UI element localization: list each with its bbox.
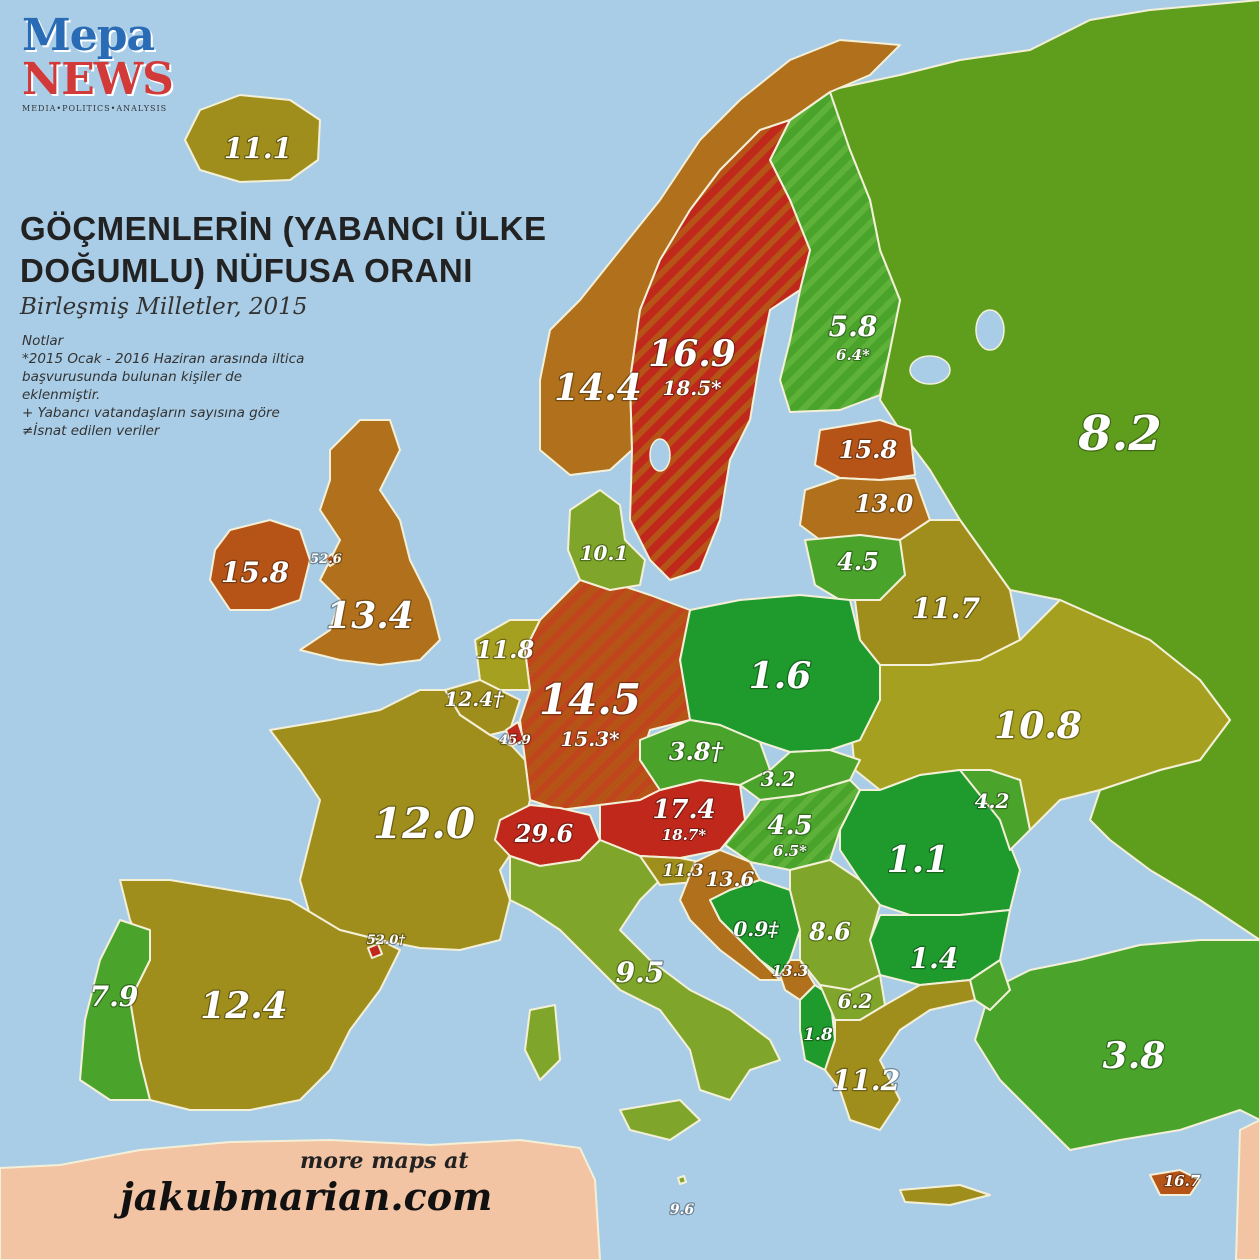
label-germany: 14.5: [539, 675, 641, 724]
label-lithuania: 4.5: [837, 547, 879, 576]
promo-link[interactable]: jakubmarian.com: [120, 1174, 493, 1219]
label-moldova: 4.2: [975, 789, 1010, 813]
country-sweden: [629, 119, 811, 581]
label-andorra: 52.0†: [367, 933, 406, 948]
country-france: [269, 689, 531, 951]
country-greece-crete: [899, 1184, 991, 1206]
label-serbia: 8.6: [808, 917, 851, 946]
label-cyprus: 16.7: [1164, 1172, 1201, 1190]
label-bosnia: 0.9‡: [733, 917, 779, 941]
label-norway: 14.4: [554, 367, 642, 409]
label-slovakia: 3.2: [761, 767, 796, 791]
map-subtitle: Birleşmiş Milletler, 2015: [20, 294, 308, 320]
africa-land: [0, 1139, 601, 1260]
label-spain: 12.4: [200, 985, 288, 1027]
logo-line-1: Mepa: [22, 10, 155, 61]
label-germany-alt: 15.3*: [560, 727, 620, 751]
label-albania: 1.8: [803, 1025, 833, 1045]
logo-tagline: MEDIA•POLITICS•ANALYSIS: [22, 104, 168, 113]
note-asylum: *2015 Ocak - 2016 Haziran arasında iltic…: [22, 351, 305, 403]
mepa-news-logo: Mepa NEWS MEDIA•POLITICS•ANALYSIS: [22, 10, 182, 114]
label-sweden-alt: 18.5*: [662, 376, 722, 400]
label-malta: 9.6: [670, 1202, 695, 1218]
label-turkey: 3.8: [1103, 1035, 1166, 1077]
label-netherlands: 11.8: [476, 635, 535, 664]
logo-line-2: NEWS: [22, 54, 174, 105]
country-malta: [677, 1175, 687, 1185]
country-iceland: [184, 94, 321, 183]
country-turkey: [974, 939, 1260, 1151]
label-poland: 1.6: [749, 655, 812, 697]
label-iceland: 11.1: [224, 132, 292, 165]
label-ukraine: 10.8: [994, 705, 1082, 747]
country-estonia: [814, 419, 916, 481]
label-latvia: 13.0: [855, 489, 914, 518]
promo-line-1: more maps at: [300, 1148, 469, 1174]
label-macedonia: 6.2: [838, 989, 873, 1013]
country-denmark: [567, 489, 646, 591]
label-france: 12.0: [373, 799, 475, 848]
lake-ladoga: [909, 355, 951, 385]
label-croatia: 13.6: [706, 867, 755, 891]
label-isle-of-man: 52.6: [310, 552, 342, 567]
label-belgium: 12.4†: [444, 687, 504, 711]
notes: Notlar *2015 Ocak - 2016 Haziran arasınd…: [22, 332, 322, 440]
country-portugal: [79, 919, 151, 1101]
label-denmark: 10.1: [580, 541, 629, 565]
label-italy: 9.5: [616, 956, 665, 989]
country-isle-of-man: [325, 553, 337, 567]
label-montenegro: 13.3: [772, 962, 809, 980]
label-estonia: 15.8: [839, 435, 898, 464]
country-moldova: [959, 769, 1031, 851]
label-belarus: 11.7: [912, 592, 981, 625]
label-switzerland: 29.6: [514, 819, 574, 848]
label-greece: 11.2: [832, 1064, 900, 1097]
country-greece: [824, 979, 976, 1131]
title-block: GÖÇMENLERİN (YABANCI ÜLKE DOĞUMLU) NÜFUS…: [20, 208, 580, 320]
label-hungary: 4.5: [767, 811, 812, 841]
label-bulgaria: 1.4: [910, 942, 959, 975]
label-russia: 8.2: [1077, 406, 1162, 462]
label-luxembourg: 45.9: [499, 733, 531, 748]
country-cyprus: [1149, 1169, 1201, 1196]
notes-heading: Notlar: [22, 333, 64, 349]
label-romania: 1.1: [887, 839, 950, 881]
label-finland-alt: 6.4*: [836, 346, 870, 364]
label-portugal: 7.9: [90, 980, 139, 1013]
label-austria: 17.4: [652, 795, 715, 825]
country-norway: [539, 39, 901, 476]
country-uk: [299, 419, 441, 666]
country-ireland: [209, 519, 311, 611]
country-italy-sardinia: [524, 1004, 561, 1081]
label-slovenia: 11.3: [662, 861, 704, 881]
label-sweden: 16.9: [648, 333, 736, 375]
lake-onega: [975, 309, 1005, 351]
country-luxembourg: [505, 721, 525, 747]
label-uk: 13.4: [326, 595, 414, 637]
map-title: GÖÇMENLERİN (YABANCI ÜLKE DOĞUMLU) NÜFUS…: [20, 210, 547, 289]
note-foreign-citizens: + Yabancı vatandaşların sayısına göre: [22, 405, 280, 421]
promo: more maps at jakubmarian.com: [120, 1148, 520, 1219]
label-austria-alt: 18.7*: [662, 826, 707, 844]
africa-land-east: [1235, 1119, 1260, 1260]
country-italy: [509, 839, 781, 1101]
label-finland: 5.8: [829, 310, 878, 343]
country-bosnia: [709, 879, 801, 976]
label-hungary-alt: 6.5*: [773, 842, 807, 860]
lake-vanern: [649, 438, 671, 472]
country-italy-sicily: [619, 1099, 701, 1141]
label-ireland: 15.8: [221, 556, 289, 589]
label-czechia: 3.8†: [669, 737, 724, 766]
country-andorra: [367, 943, 383, 959]
note-imputed: ≠İsnat edilen veriler: [22, 423, 160, 439]
